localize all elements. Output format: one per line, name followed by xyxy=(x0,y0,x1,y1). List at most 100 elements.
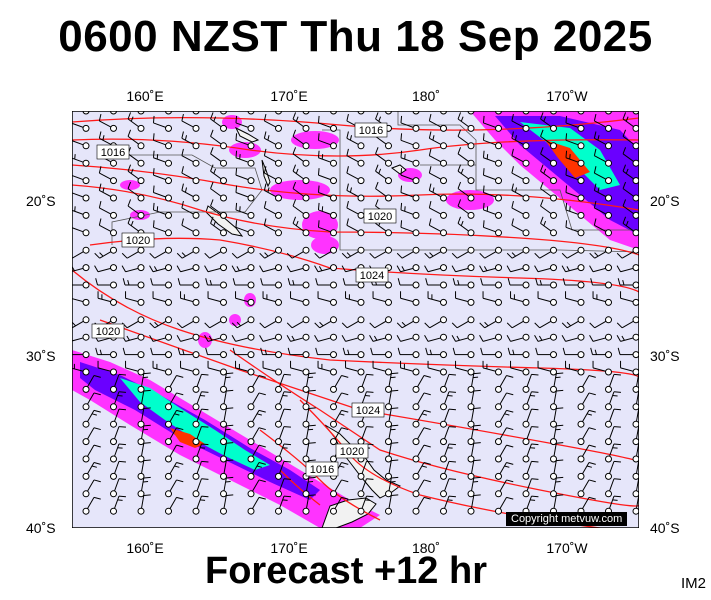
wind-barb xyxy=(357,373,374,393)
wind-barb xyxy=(605,391,621,411)
wind-barb xyxy=(593,131,612,150)
lon-label-top-170w: 170˚W xyxy=(546,88,588,104)
wind-barb xyxy=(375,164,392,185)
wind-barb xyxy=(314,316,337,329)
wind-barb xyxy=(292,199,310,219)
isobar-label-1016: 1016 xyxy=(96,144,130,160)
wind-barb xyxy=(176,246,200,259)
wind-barb xyxy=(220,407,234,428)
wind-barb xyxy=(424,316,447,329)
wind-barb xyxy=(507,278,530,289)
wind-barb xyxy=(357,460,374,480)
wind-barb xyxy=(482,168,502,185)
wind-barb xyxy=(275,495,291,515)
wind-barb-layer xyxy=(72,111,639,515)
lon-label-top-170e: 170˚E xyxy=(270,88,308,104)
wind-barb xyxy=(137,389,151,411)
wind-barb xyxy=(479,333,502,342)
wind-barb xyxy=(396,264,420,273)
wind-barb xyxy=(346,183,365,202)
wind-barb xyxy=(577,462,596,480)
svg-text:1016: 1016 xyxy=(310,464,334,476)
wind-barb xyxy=(235,202,255,219)
wind-barb xyxy=(192,443,209,463)
wind-barb xyxy=(72,333,90,342)
wind-barb xyxy=(440,373,456,393)
wind-barb xyxy=(412,409,431,428)
wind-barb xyxy=(616,333,639,342)
wind-barb xyxy=(620,360,639,376)
wind-barb xyxy=(220,494,234,515)
wind-barb xyxy=(428,113,447,132)
wind-barb xyxy=(425,347,447,359)
wind-barb xyxy=(110,460,126,480)
wind-barb xyxy=(247,427,266,446)
wind-barb xyxy=(425,278,447,289)
wind-barb xyxy=(220,476,234,498)
wind-barb xyxy=(412,479,431,498)
lon-label-bottom-170w: 170˚W xyxy=(546,540,588,556)
wind-barb xyxy=(152,220,172,237)
wind-barb xyxy=(457,129,475,150)
wind-barb xyxy=(467,459,481,480)
lon-label-bottom-160e: 160˚E xyxy=(126,540,164,556)
wind-barb xyxy=(369,246,392,259)
wind-barb xyxy=(247,444,266,463)
wind-barb xyxy=(152,360,172,376)
wind-barb xyxy=(210,164,227,185)
wind-barb xyxy=(220,424,234,446)
wind-barb xyxy=(286,264,310,273)
isobar-labels: 1016 1016 1020 1020 1024 1020 1024 1020 1016 xyxy=(91,122,397,477)
wind-barb xyxy=(400,133,420,150)
lon-label-top-180: 180˚ xyxy=(411,88,441,104)
wind-barb xyxy=(495,427,514,446)
wind-barb xyxy=(537,360,557,376)
isobar-line-5 xyxy=(72,269,639,380)
wind-barb xyxy=(550,389,564,411)
wind-barb xyxy=(565,291,585,306)
wind-barb xyxy=(259,264,282,273)
wind-barb xyxy=(181,166,200,185)
wind-barb xyxy=(590,278,612,289)
wind-barb xyxy=(396,333,420,342)
wind-barb xyxy=(165,427,184,446)
wind-barb xyxy=(592,360,612,376)
wind-barb xyxy=(565,202,585,219)
lat-label-right-20s: 20˚S xyxy=(650,193,680,209)
shower-1 xyxy=(229,142,261,158)
wind-barb xyxy=(522,426,539,446)
svg-text:1020: 1020 xyxy=(96,326,120,338)
wind-barb xyxy=(192,391,209,411)
wind-barb xyxy=(260,278,282,289)
wind-barb xyxy=(150,278,172,289)
wind-barb xyxy=(317,360,337,376)
wind-barb xyxy=(467,389,481,411)
wind-barb xyxy=(467,442,481,463)
wind-barb xyxy=(452,278,475,289)
wind-barb xyxy=(152,150,172,167)
wind-barb xyxy=(428,131,447,150)
wind-barb xyxy=(565,185,585,202)
wind-barb xyxy=(400,360,420,376)
wind-barb xyxy=(342,347,365,359)
svg-text:1016: 1016 xyxy=(359,125,383,137)
wind-barb xyxy=(292,147,310,167)
wind-barb xyxy=(540,147,557,167)
wind-barb xyxy=(428,218,447,237)
wind-barb xyxy=(346,218,365,237)
wind-barb xyxy=(451,333,475,342)
wind-barb xyxy=(98,166,117,185)
wind-barb xyxy=(480,278,502,289)
wind-barb xyxy=(204,246,227,259)
wind-barb xyxy=(181,148,200,167)
wind-barb xyxy=(452,347,475,359)
isobar-label-1024: 1024 xyxy=(351,402,385,418)
isobar-line-9 xyxy=(259,429,381,521)
wind-barb xyxy=(412,427,431,446)
wind-barb xyxy=(561,264,585,273)
wind-barb xyxy=(467,372,481,393)
wind-barb xyxy=(577,427,596,446)
wind-barb xyxy=(98,113,117,132)
wind-barb xyxy=(412,392,431,411)
wind-barb xyxy=(467,476,481,498)
